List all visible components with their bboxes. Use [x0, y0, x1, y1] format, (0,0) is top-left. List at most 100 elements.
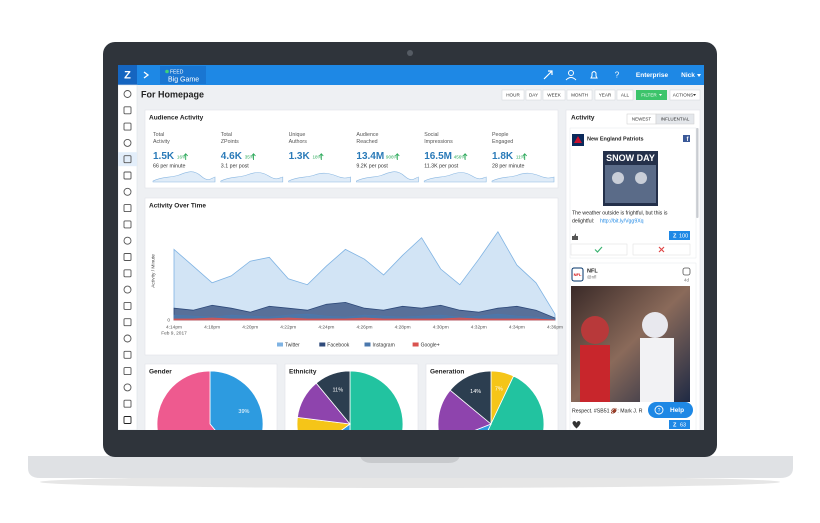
- camera: [407, 50, 413, 56]
- legend-swatch[interactable]: [277, 342, 283, 347]
- range-label[interactable]: MONTH: [571, 93, 588, 98]
- range-label[interactable]: ALL: [621, 93, 630, 98]
- post-image-text: SNOW DAY: [606, 153, 655, 163]
- post-image-jersey: [580, 345, 610, 402]
- expand-icon[interactable]: [143, 71, 150, 79]
- trend-icon[interactable]: [543, 70, 553, 80]
- tab-label[interactable]: INFLUENTIAL: [661, 117, 690, 122]
- range-button[interactable]: [616, 89, 634, 101]
- legend-swatch[interactable]: [412, 342, 419, 347]
- range-button[interactable]: [594, 89, 616, 101]
- sidebar-icon[interactable]: [123, 90, 132, 98]
- sidebar-icon[interactable]: [123, 318, 132, 327]
- tab[interactable]: [655, 113, 695, 125]
- sidebar-icon[interactable]: [123, 350, 132, 359]
- user-name[interactable]: Nick: [681, 72, 695, 79]
- pie-slice[interactable]: [349, 370, 404, 477]
- legend-swatch[interactable]: [364, 342, 371, 347]
- tab-label[interactable]: NEWEST: [632, 117, 652, 122]
- legend-label[interactable]: Google+: [421, 342, 440, 348]
- actions-label[interactable]: ACTIONS: [673, 93, 693, 98]
- sidebar-icon[interactable]: [123, 220, 132, 229]
- bell-icon[interactable]: [590, 71, 598, 79]
- legend-label[interactable]: Twitter: [285, 342, 300, 348]
- metric-label: ZPoints: [221, 139, 239, 145]
- feed-name[interactable]: Big Game: [168, 76, 199, 83]
- help-label[interactable]: Help: [670, 407, 684, 414]
- score-logo: Z: [673, 233, 677, 239]
- sparkline: [152, 171, 216, 183]
- plan-label[interactable]: Enterprise: [636, 72, 669, 79]
- sidebar-icon[interactable]: [123, 334, 132, 343]
- sidebar-icon[interactable]: [123, 122, 132, 131]
- sparkline: [356, 171, 419, 183]
- sidebar-icon[interactable]: [123, 171, 132, 180]
- pie-slice[interactable]: [156, 370, 244, 477]
- laptop-base: [28, 456, 793, 478]
- heart-icon[interactable]: [572, 421, 581, 429]
- actions-button[interactable]: [669, 89, 701, 101]
- filter-button[interactable]: [636, 90, 667, 100]
- range-button[interactable]: [501, 89, 525, 101]
- pie-slice[interactable]: [449, 370, 492, 425]
- legend-label[interactable]: Facebook: [327, 342, 349, 348]
- range-label[interactable]: WEEK: [547, 93, 561, 98]
- sidebar-icon[interactable]: [123, 301, 132, 310]
- post-image-players: [605, 165, 656, 203]
- sidebar-icon[interactable]: [123, 106, 132, 115]
- range-button[interactable]: [566, 89, 593, 101]
- filter-label[interactable]: FILTER: [641, 93, 657, 98]
- pie-slice[interactable]: [209, 370, 264, 465]
- like-icon[interactable]: [572, 233, 578, 240]
- legend-label[interactable]: Instagram: [373, 342, 395, 348]
- logo-box[interactable]: [118, 65, 137, 85]
- pie-title: Generation: [430, 369, 464, 376]
- sparkline: [423, 172, 487, 183]
- metric-change: 456%: [454, 155, 466, 160]
- sidebar-icon[interactable]: [123, 236, 132, 245]
- metric-value: 16.5M: [424, 151, 452, 162]
- sidebar-icon[interactable]: [123, 138, 132, 147]
- pie-slice[interactable]: [315, 370, 351, 426]
- post-image-player: [581, 316, 609, 344]
- scrollbar[interactable]: [696, 128, 699, 218]
- x-tick-label: 4:28pm: [395, 324, 411, 330]
- range-label[interactable]: HOUR: [506, 93, 520, 98]
- pie-slice[interactable]: [437, 389, 492, 443]
- screen: Z FEED Big Game ? Enterprise Nick For Ho…: [118, 65, 704, 477]
- area-series: [173, 301, 556, 321]
- sidebar-icon[interactable]: [123, 285, 132, 294]
- feed-selector[interactable]: [160, 66, 206, 84]
- sidebar-icon[interactable]: [123, 253, 132, 261]
- sidebar-icon[interactable]: [123, 383, 132, 392]
- logo[interactable]: Z: [124, 69, 131, 81]
- post-link[interactable]: http://bit.ly/Vgg9Xq: [600, 218, 644, 224]
- help-glyph: ?: [658, 408, 661, 414]
- pie-label: 7%: [495, 386, 503, 392]
- user-icon[interactable]: [568, 70, 574, 76]
- range-button[interactable]: [542, 89, 566, 101]
- post-image-helmet: [635, 172, 647, 184]
- metric-label: Unique: [289, 132, 306, 138]
- help-icon[interactable]: ?: [615, 71, 620, 80]
- score: 63: [680, 422, 686, 428]
- range-button[interactable]: [525, 89, 542, 101]
- sidebar-icon[interactable]: [123, 399, 132, 408]
- legend-swatch[interactable]: [319, 342, 326, 347]
- pie-slice[interactable]: [468, 375, 545, 477]
- sidebar-icon[interactable]: [123, 187, 132, 196]
- sidebar-icon[interactable]: [123, 367, 132, 376]
- sidebar-icon[interactable]: [123, 204, 132, 213]
- chart-title: Activity Over Time: [149, 203, 206, 210]
- range-label[interactable]: DAY: [529, 93, 538, 98]
- sidebar-icon[interactable]: [123, 155, 132, 164]
- metric-label: Activity: [153, 139, 170, 145]
- reject-icon: [658, 246, 665, 253]
- post-text: Respect. #SB51 🏈: Mark J. R: [572, 407, 643, 414]
- sidebar-icon[interactable]: [123, 269, 132, 278]
- avatar: [571, 267, 584, 282]
- area-series: [173, 231, 556, 321]
- sidebar-icon[interactable]: [123, 416, 132, 424]
- range-label[interactable]: YEAR: [599, 93, 612, 98]
- metric-label: Social: [424, 132, 438, 138]
